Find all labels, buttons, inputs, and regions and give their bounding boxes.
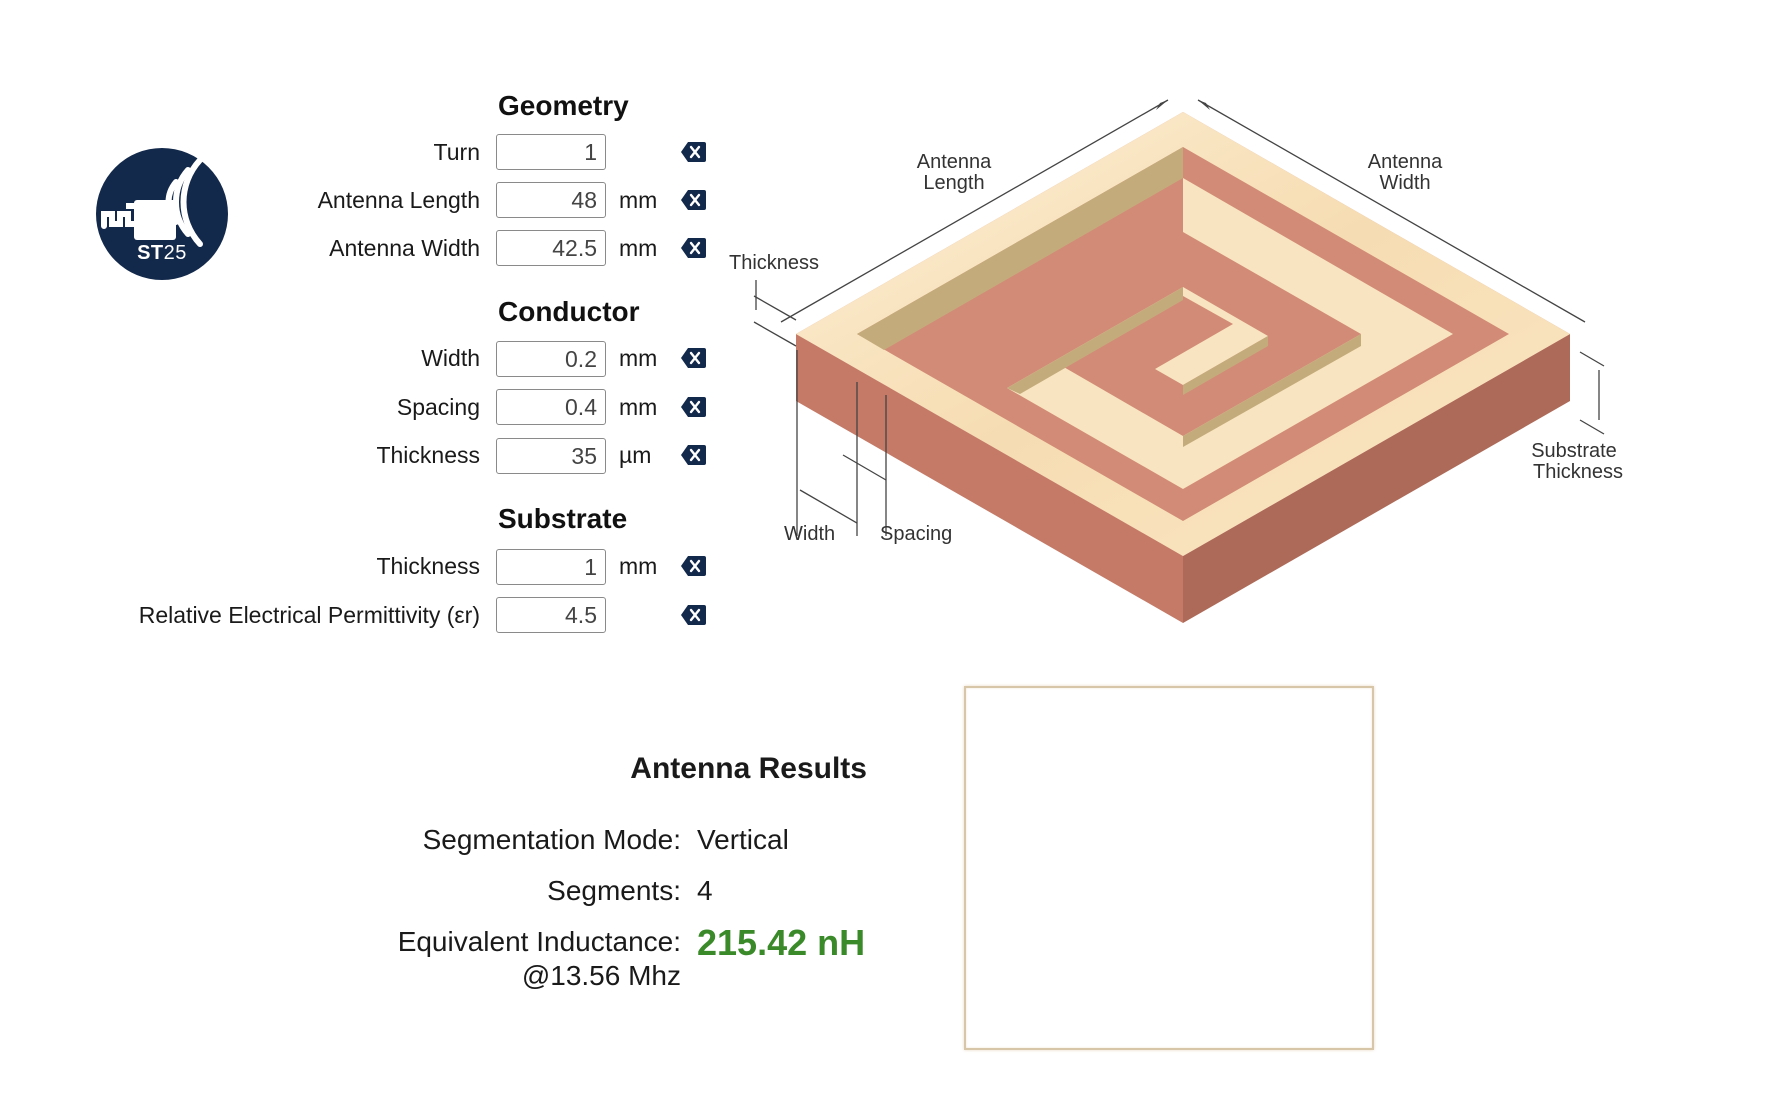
conductor-spacing-input[interactable]	[496, 389, 606, 425]
substrate-title: Substrate	[498, 503, 628, 534]
permittivity-label: Relative Electrical Permittivity (εr)	[138, 602, 480, 628]
antenna-length-dim-label-1: Antenna	[917, 151, 992, 173]
clear-antenna-width-button[interactable]	[680, 237, 707, 259]
substrate-thickness-unit: mm	[619, 553, 658, 579]
antenna-width-label: Antenna Width	[329, 235, 480, 261]
thickness-dim-label: Thickness	[729, 252, 819, 274]
antenna-length-unit: mm	[619, 187, 658, 213]
spacing-dim-label: Spacing	[880, 523, 952, 545]
conductor-thickness-unit: µm	[619, 442, 652, 468]
inductance-value: 215.42 nH	[697, 922, 866, 963]
permittivity-input[interactable]	[496, 597, 606, 633]
segmentation-mode-label: Segmentation Mode:	[422, 824, 681, 855]
antenna-width-input[interactable]	[496, 230, 606, 266]
logo-text: ST25	[137, 242, 187, 264]
antenna-width-dim-label-2: Width	[1379, 172, 1430, 194]
conductor-width-label: Width	[421, 345, 480, 371]
turn-input[interactable]	[496, 134, 606, 170]
antenna-width-unit: mm	[619, 235, 658, 261]
results-title: Antenna Results	[630, 752, 867, 785]
inductance-label: Equivalent Inductance:	[397, 926, 681, 957]
conductor-thickness-input[interactable]	[496, 438, 606, 474]
segments-value: 4	[697, 875, 713, 906]
conductor-spacing-label: Spacing	[396, 394, 480, 420]
conductor-width-input[interactable]	[496, 341, 606, 377]
clear-conductor-thickness-button[interactable]	[680, 444, 707, 466]
antenna-diagram: Antenna Length Antenna Width Thickness W…	[729, 99, 1623, 623]
clear-antenna-length-button[interactable]	[680, 189, 707, 211]
conductor-width-unit: mm	[619, 345, 658, 371]
clear-substrate-thickness-button[interactable]	[680, 555, 707, 577]
result-preview-frame	[964, 686, 1374, 1050]
antenna-length-label: Antenna Length	[317, 187, 480, 213]
substrate-thickness-dim-label-2: Thickness	[1533, 461, 1623, 483]
conductor-thickness-label: Thickness	[376, 442, 480, 468]
segments-label: Segments:	[547, 875, 681, 906]
inductance-frequency: @13.56 Mhz	[521, 960, 681, 991]
conductor-title: Conductor	[498, 296, 640, 327]
clear-conductor-width-button[interactable]	[680, 347, 707, 369]
conductor-spacing-unit: mm	[619, 394, 658, 420]
segmentation-mode-value: Vertical	[697, 824, 789, 855]
substrate-thickness-dim-label-1: Substrate	[1531, 440, 1617, 462]
nfc-antenna-icon	[101, 157, 203, 247]
clear-permittivity-button[interactable]	[680, 604, 707, 626]
substrate-thickness-label: Thickness	[376, 553, 480, 579]
antenna-length-input[interactable]	[496, 182, 606, 218]
st25-logo: ST25	[96, 148, 228, 280]
antenna-width-dim-label-1: Antenna	[1368, 151, 1443, 173]
geometry-title: Geometry	[498, 90, 629, 121]
turn-label: Turn	[433, 139, 480, 165]
substrate-thickness-input[interactable]	[496, 549, 606, 585]
antenna-length-dim-label-2: Length	[923, 172, 984, 194]
width-dim-label: Width	[784, 523, 835, 545]
clear-turn-button[interactable]	[680, 141, 707, 163]
clear-conductor-spacing-button[interactable]	[680, 396, 707, 418]
